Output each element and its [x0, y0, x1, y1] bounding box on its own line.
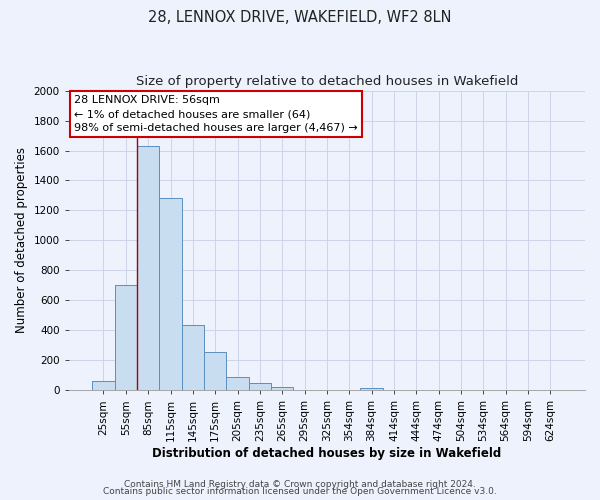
- Text: 28 LENNOX DRIVE: 56sqm
← 1% of detached houses are smaller (64)
98% of semi-deta: 28 LENNOX DRIVE: 56sqm ← 1% of detached …: [74, 95, 358, 133]
- Title: Size of property relative to detached houses in Wakefield: Size of property relative to detached ho…: [136, 75, 518, 88]
- Bar: [361, 388, 383, 390]
- Bar: [160, 198, 182, 390]
- X-axis label: Distribution of detached houses by size in Wakefield: Distribution of detached houses by size …: [152, 447, 502, 460]
- Bar: [182, 325, 204, 390]
- Bar: [137, 146, 160, 390]
- Text: Contains public sector information licensed under the Open Government Licence v3: Contains public sector information licen…: [103, 487, 497, 496]
- Bar: [249, 383, 271, 390]
- Y-axis label: Number of detached properties: Number of detached properties: [15, 148, 28, 334]
- Text: Contains HM Land Registry data © Crown copyright and database right 2024.: Contains HM Land Registry data © Crown c…: [124, 480, 476, 489]
- Bar: [92, 380, 115, 390]
- Bar: [115, 286, 137, 391]
- Text: 28, LENNOX DRIVE, WAKEFIELD, WF2 8LN: 28, LENNOX DRIVE, WAKEFIELD, WF2 8LN: [148, 10, 452, 25]
- Bar: [271, 386, 293, 390]
- Bar: [226, 377, 249, 390]
- Bar: [204, 352, 226, 391]
